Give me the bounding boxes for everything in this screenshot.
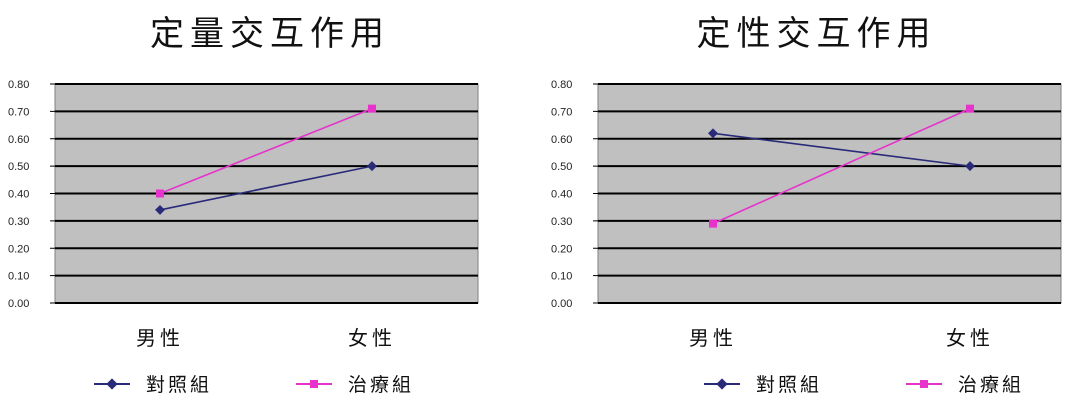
y-tick-label: 0.10 <box>8 271 29 283</box>
plot-area: 0.00 0.10 0.20 0.30 0.40 0.50 0.60 0.70 0.80 男性 女性 <box>551 79 1062 350</box>
y-tick-label: 0.70 <box>8 106 29 118</box>
chart-title: 定性交互作用 <box>696 14 937 54</box>
data-point <box>965 161 975 172</box>
x-tick-label: 女性 <box>348 326 396 350</box>
series-line <box>159 107 373 195</box>
legend-label: 對照組 <box>146 374 213 396</box>
x-tick-label: 男性 <box>136 326 184 350</box>
legend: 對照組 治療組 <box>700 370 1024 397</box>
series-line <box>712 107 971 225</box>
y-tick-label: 0.50 <box>8 161 29 173</box>
legend-swatch-control <box>90 374 134 394</box>
chart-title: 定量交互作用 <box>150 14 390 54</box>
y-tick-label: 0.60 <box>551 134 572 146</box>
data-point <box>368 104 376 113</box>
series-line <box>712 132 971 167</box>
series-line <box>159 165 373 211</box>
y-tick-label: 0.00 <box>8 298 29 310</box>
y-tick-label: 0.00 <box>551 298 572 310</box>
legend-swatch-treatment <box>292 374 336 394</box>
legend: 對照組 治療組 <box>90 370 414 397</box>
data-point <box>156 189 164 198</box>
y-tick-label: 0.50 <box>551 161 572 173</box>
legend-item-treatment: 治療組 <box>902 370 1024 397</box>
data-point <box>708 128 718 139</box>
chart-quantitative-interaction: 定量交互作用 0.00 0.10 0.20 0.30 0.40 0.50 0.60 0.70 0… <box>0 0 540 405</box>
y-tick-label: 0.20 <box>551 243 572 255</box>
y-tick-label: 0.70 <box>551 106 572 118</box>
legend-item-treatment: 治療組 <box>292 370 414 397</box>
x-tick-label: 男性 <box>689 326 737 350</box>
y-tick-label: 0.40 <box>551 189 572 201</box>
y-tick-label: 0.60 <box>8 134 29 146</box>
y-tick-label: 0.20 <box>8 243 29 255</box>
x-tick-label: 女性 <box>946 326 994 350</box>
plot-area: 0.00 0.10 0.20 0.30 0.40 0.50 0.60 0.70 0.80 男性 女性 <box>8 79 479 350</box>
y-tick-label: 0.40 <box>8 189 29 201</box>
legend-swatch-treatment <box>902 374 946 394</box>
data-point <box>155 204 165 215</box>
y-tick-label: 0.80 <box>8 79 29 91</box>
legend-swatch-control <box>700 374 744 394</box>
legend-label: 對照組 <box>756 374 823 396</box>
legend-label: 治療組 <box>958 374 1025 396</box>
y-tick-label: 0.30 <box>551 216 572 228</box>
data-point <box>367 161 377 172</box>
data-point <box>966 104 974 113</box>
y-tick-label: 0.30 <box>8 216 29 228</box>
y-tick-label: 0.10 <box>551 271 572 283</box>
y-tick-label: 0.80 <box>551 79 572 91</box>
data-point <box>709 219 717 228</box>
legend-item-control: 對照組 <box>700 370 822 397</box>
legend-label: 治療組 <box>348 374 415 396</box>
legend-item-control: 對照組 <box>90 370 212 397</box>
chart-qualitative-interaction: 定性交互作用 0.00 0.10 0.20 0.30 0.40 0.50 0.60 0.70 0… <box>545 0 1088 405</box>
